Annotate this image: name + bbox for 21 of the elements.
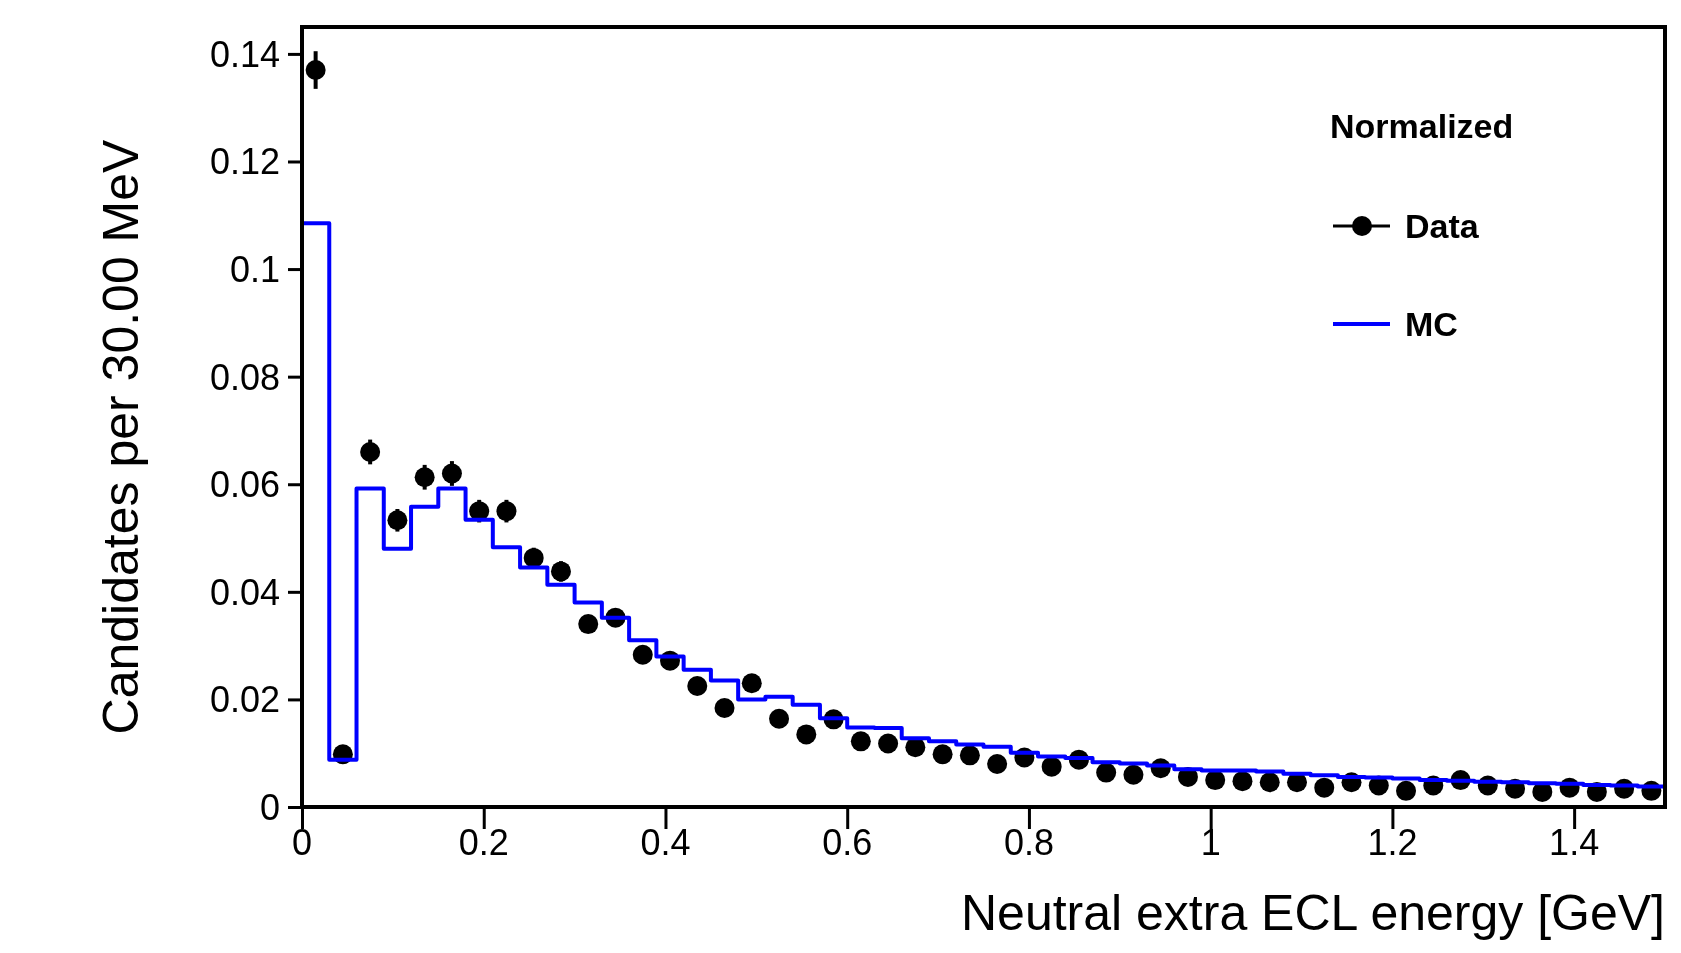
y-tick-label: 0.12	[209, 141, 280, 183]
x-axis-title: Neutral extra ECL energy [GeV]	[960, 885, 1665, 941]
y-tick-label: 0.04	[209, 571, 280, 613]
x-tick-label: 0.2	[458, 822, 509, 863]
y-axis-title: Candidates per 30.00 MeV	[93, 138, 149, 735]
legend-title: Normalized	[1330, 107, 1514, 145]
y-tick-label: 0.08	[209, 356, 280, 398]
y-tick-label: 0	[259, 787, 280, 828]
x-tick-label: 0.4	[640, 822, 691, 863]
x-tick-label: 1.4	[1549, 822, 1600, 863]
x-tick-label: 1	[1200, 822, 1221, 863]
legend-label: MC	[1405, 305, 1458, 343]
x-tick-label: 1.2	[1367, 822, 1418, 863]
x-tick-label: 0.6	[822, 822, 873, 863]
y-tick-label: 0.02	[209, 679, 280, 721]
x-tick-label: 0.8	[1003, 822, 1054, 863]
x-tick-label: 0	[291, 822, 313, 863]
y-tick-label: 0.06	[209, 464, 280, 506]
legend-label: Data	[1405, 207, 1480, 245]
y-tick-label: 0.14	[209, 33, 280, 75]
y-tick-label: 0.1	[229, 249, 280, 291]
